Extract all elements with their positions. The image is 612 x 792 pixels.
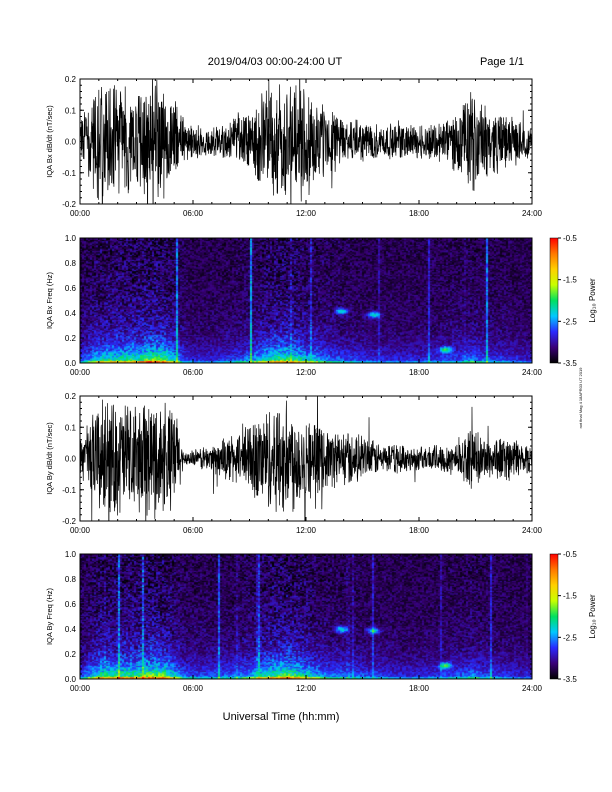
x-tick-label: 00:00 <box>70 684 91 693</box>
colorbar-tick-label: -1.5 <box>563 592 577 601</box>
y-tick-label: 0.2 <box>65 650 77 659</box>
spectrogram-panel: 00:00 06:00 12:00 18:00 24:00 1.0 0.8 0.6 0.4 0.2… <box>45 550 597 693</box>
y-tick-label: 0.6 <box>65 284 77 293</box>
x-tick-label: 18:00 <box>409 684 430 693</box>
colorbar-tick-label: -1.5 <box>563 276 577 285</box>
x-tick-label: 24:00 <box>522 526 543 535</box>
y-tick-label: 1.0 <box>65 234 77 243</box>
header-date-range: 2019/04/03 00:00-24:00 UT <box>208 56 343 68</box>
y-tick-label: 0.0 <box>65 359 77 368</box>
x-tick-label: 06:00 <box>183 368 204 377</box>
y-tick-label: 0.0 <box>65 675 77 684</box>
y-tick-label: 0.6 <box>65 600 77 609</box>
colorbar-tick-label: -3.5 <box>563 675 577 684</box>
x-tick-label: 18:00 <box>409 368 430 377</box>
spectrogram-panel: 00:00 06:00 12:00 18:00 24:00 1.0 0.8 0.6 0.4 0.2… <box>45 234 597 377</box>
y-tick-label: -0.2 <box>62 200 76 209</box>
x-tick-label: 18:00 <box>409 209 430 218</box>
colorbar-tick-label: -0.5 <box>563 550 577 559</box>
y-axis-label: IQA Bx dB/dt (nT/sec) <box>45 105 54 178</box>
x-tick-label: 24:00 <box>522 368 543 377</box>
y-tick-label: 0.8 <box>65 575 77 584</box>
y-tick-label: 0.2 <box>65 75 77 84</box>
y-axis-label: IQA By dB/dt (nT/sec) <box>45 422 54 495</box>
colorbar <box>550 238 558 363</box>
x-tick-label: 00:00 <box>70 209 91 218</box>
y-tick-label: -0.2 <box>62 517 76 526</box>
x-tick-label: 00:00 <box>70 368 91 377</box>
dbdt-panel: 00:00 06:00 12:00 18:00 24:00 0.2 0.1 0.0 -0.1 -0… <box>45 366 543 580</box>
x-tick-label: 24:00 <box>522 209 543 218</box>
x-tick-label: 06:00 <box>183 684 204 693</box>
colorbar-tick-label: -2.5 <box>563 317 577 326</box>
colorbar-tick-label: -3.5 <box>563 359 577 368</box>
y-axis-label: IQA Bx Freq (Hz) <box>45 271 54 329</box>
y-tick-label: 1.0 <box>65 550 77 559</box>
x-tick-label: 06:00 <box>183 526 204 535</box>
colorbar-label: Log₁₀ Power <box>588 594 597 639</box>
x-tick-label: 12:00 <box>296 368 317 377</box>
x-tick-label: 12:00 <box>296 684 317 693</box>
y-tick-label: 0.1 <box>65 423 77 432</box>
colorbar-label: Log₁₀ Power <box>588 278 597 323</box>
y-tick-label: -0.1 <box>62 486 76 495</box>
x-tick-label: 00:00 <box>70 526 91 535</box>
x-tick-label: 12:00 <box>296 526 317 535</box>
y-axis-label: IQA By Freq (Hz) <box>45 587 54 645</box>
spectrogram-image <box>80 238 532 363</box>
x-tick-label: 24:00 <box>522 684 543 693</box>
y-tick-label: 0.8 <box>65 259 77 268</box>
y-tick-label: 0.1 <box>65 106 77 115</box>
y-tick-label: 0.4 <box>65 625 77 634</box>
y-tick-label: 0.4 <box>65 309 77 318</box>
header-page-number: Page 1/1 <box>480 56 524 68</box>
y-tick-label: -0.1 <box>62 169 76 178</box>
y-tick-label: 0.2 <box>65 334 77 343</box>
x-tick-label: 18:00 <box>409 526 430 535</box>
x-tick-label: 12:00 <box>296 209 317 218</box>
y-tick-label: 0.0 <box>65 138 77 147</box>
spectrogram-image <box>80 554 532 679</box>
y-tick-label: 0.2 <box>65 392 77 401</box>
colorbar-tick-label: -2.5 <box>563 633 577 642</box>
side-note: not final Mag 4 18APR03 UT 2019 <box>578 367 583 429</box>
colorbar <box>550 554 558 679</box>
colorbar-tick-label: -0.5 <box>563 234 577 243</box>
y-tick-label: 0.0 <box>65 455 77 464</box>
x-tick-label: 06:00 <box>183 209 204 218</box>
panels: 00:00 06:00 12:00 18:00 24:00 0.2 0.1 0.0 -0.1 -0… <box>45 48 597 693</box>
xaxis-label: Universal Time (hh:mm) <box>223 711 340 723</box>
